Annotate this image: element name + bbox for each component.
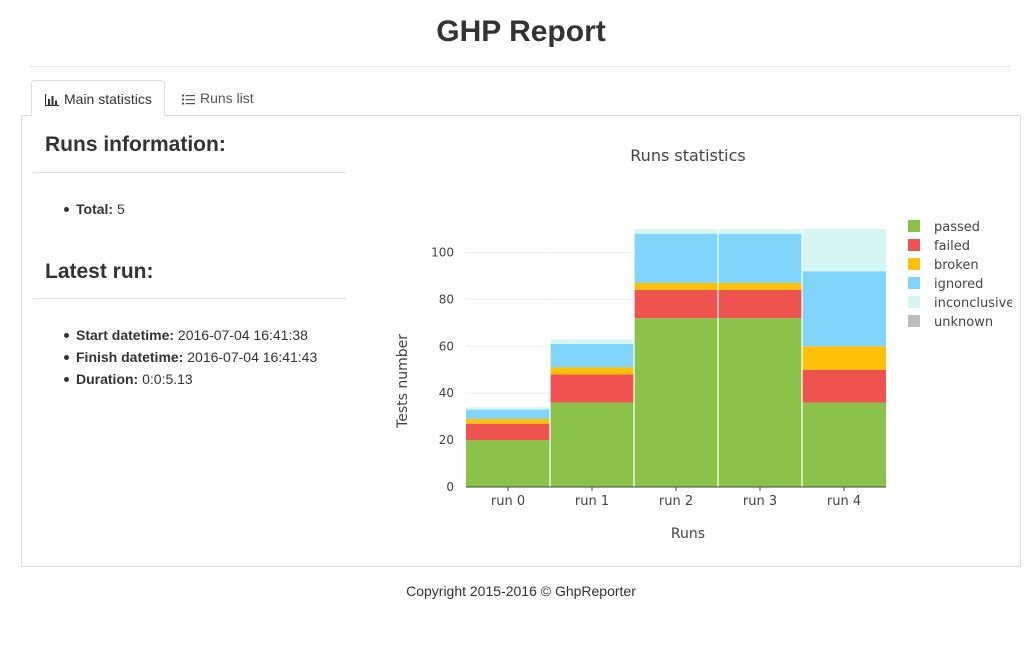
x-tick-label: run 3 (743, 494, 777, 509)
y-tick-label: 100 (431, 245, 454, 259)
latest-run-heading: Latest run: (45, 260, 154, 283)
bar-segment-passed-run-0 (466, 440, 550, 487)
legend-label-ignored: ignored (934, 277, 983, 292)
runs-information-heading: Runs information: (45, 133, 226, 156)
bar-segment-failed-run-1 (550, 374, 634, 403)
bar-segment-inconclusive-run-1 (550, 339, 634, 344)
bar-segment-failed-run-0 (466, 423, 550, 441)
legend-label-failed: failed (934, 239, 970, 254)
bar-segment-passed-run-3 (718, 318, 802, 487)
list-icon (182, 94, 195, 105)
duration-value: 0:0:5.13 (142, 371, 193, 387)
page-title: GHP Report (436, 15, 606, 48)
legend-swatch-unknown (908, 315, 920, 327)
bar-segment-ignored-run-1 (550, 343, 634, 368)
start-datetime-value: 2016-07-04 16:41:38 (177, 327, 308, 343)
latest-run-divider (33, 298, 346, 299)
title-divider (30, 66, 1011, 67)
footer-copyright: Copyright 2015-2016 © GhpReporter (406, 583, 636, 599)
x-tick-label: run 4 (827, 494, 861, 509)
list-item: Total: 5 (64, 198, 125, 220)
x-tick-label: run 2 (659, 494, 693, 509)
legend-label-inconclusive: inconclusive (934, 296, 1012, 311)
total-value: 5 (116, 201, 125, 217)
legend-swatch-passed (908, 220, 920, 232)
latest-run-list: Start datetime: 2016-07-04 16:41:38 Fini… (63, 324, 318, 390)
main-statistics-panel: Runs information: Total: 5 Latest run: S… (21, 115, 1021, 567)
bar-segment-broken-run-0 (466, 418, 550, 424)
bar-segment-failed-run-3 (718, 289, 802, 319)
y-tick-label: 80 (439, 292, 454, 306)
bar-segment-passed-run-4 (802, 402, 886, 487)
duration-label: Duration: (76, 371, 139, 387)
bar-segment-ignored-run-4 (802, 271, 886, 347)
bar-segment-passed-run-2 (634, 318, 718, 487)
x-tick-label: run 0 (491, 494, 525, 509)
bar-segment-ignored-run-0 (466, 409, 550, 419)
x-tick-label: run 1 (575, 494, 609, 509)
bar-segment-passed-run-1 (550, 402, 634, 487)
y-tick-label: 20 (439, 433, 454, 447)
legend-label-passed: passed (934, 220, 980, 235)
start-datetime-label: Start datetime: (76, 327, 175, 343)
bar-segment-inconclusive-run-3 (718, 229, 802, 234)
list-item: Start datetime: 2016-07-04 16:41:38 (63, 324, 317, 346)
legend-label-broken: broken (934, 258, 979, 273)
tab-runs-list[interactable]: Runs list (169, 80, 269, 116)
legend-label-unknown: unknown (934, 315, 993, 330)
x-axis-label: Runs (671, 526, 705, 542)
legend-swatch-ignored (908, 277, 920, 289)
finish-datetime-value: 2016-07-04 16:41:43 (187, 349, 318, 365)
bar-segment-failed-run-2 (634, 289, 718, 319)
bar-segment-inconclusive-run-0 (466, 407, 550, 410)
bar-segment-broken-run-3 (718, 282, 802, 290)
bar-segment-broken-run-4 (802, 346, 886, 370)
bar-chart-icon (44, 94, 59, 107)
tab-main-statistics-label: Main statistics (64, 91, 152, 107)
chart-title: Runs statistics (630, 146, 745, 165)
runs-information-divider (33, 172, 346, 173)
finish-datetime-label: Finish datetime: (76, 349, 184, 365)
total-label: Total: (76, 201, 114, 217)
y-tick-label: 40 (439, 386, 454, 400)
bar-segment-inconclusive-run-2 (634, 229, 718, 234)
bar-segment-ignored-run-3 (718, 233, 802, 283)
legend-swatch-failed (908, 239, 920, 251)
list-item: Duration: 0:0:5.13 (63, 368, 317, 390)
legend-swatch-broken (908, 258, 920, 270)
y-axis-label: Tests number (395, 334, 411, 429)
tab-main-statistics[interactable]: Main statistics (31, 80, 165, 116)
y-tick-label: 0 (446, 480, 454, 494)
bar-segment-broken-run-2 (634, 282, 718, 290)
bar-segment-inconclusive-run-4 (802, 229, 886, 272)
bar-segment-failed-run-4 (802, 369, 886, 403)
bar-segment-ignored-run-2 (634, 233, 718, 283)
bar-segment-broken-run-1 (550, 367, 634, 375)
runs-information-list: Total: 5 (64, 198, 125, 220)
tab-runs-list-label: Runs list (200, 90, 254, 106)
y-tick-label: 60 (439, 339, 454, 353)
list-item: Finish datetime: 2016-07-04 16:41:43 (63, 346, 318, 368)
runs-statistics-chart: Runs statistics 0 20 40 60 80 100 run 0 run 1 ru… (395, 146, 1012, 542)
legend-swatch-inconclusive (908, 296, 920, 308)
